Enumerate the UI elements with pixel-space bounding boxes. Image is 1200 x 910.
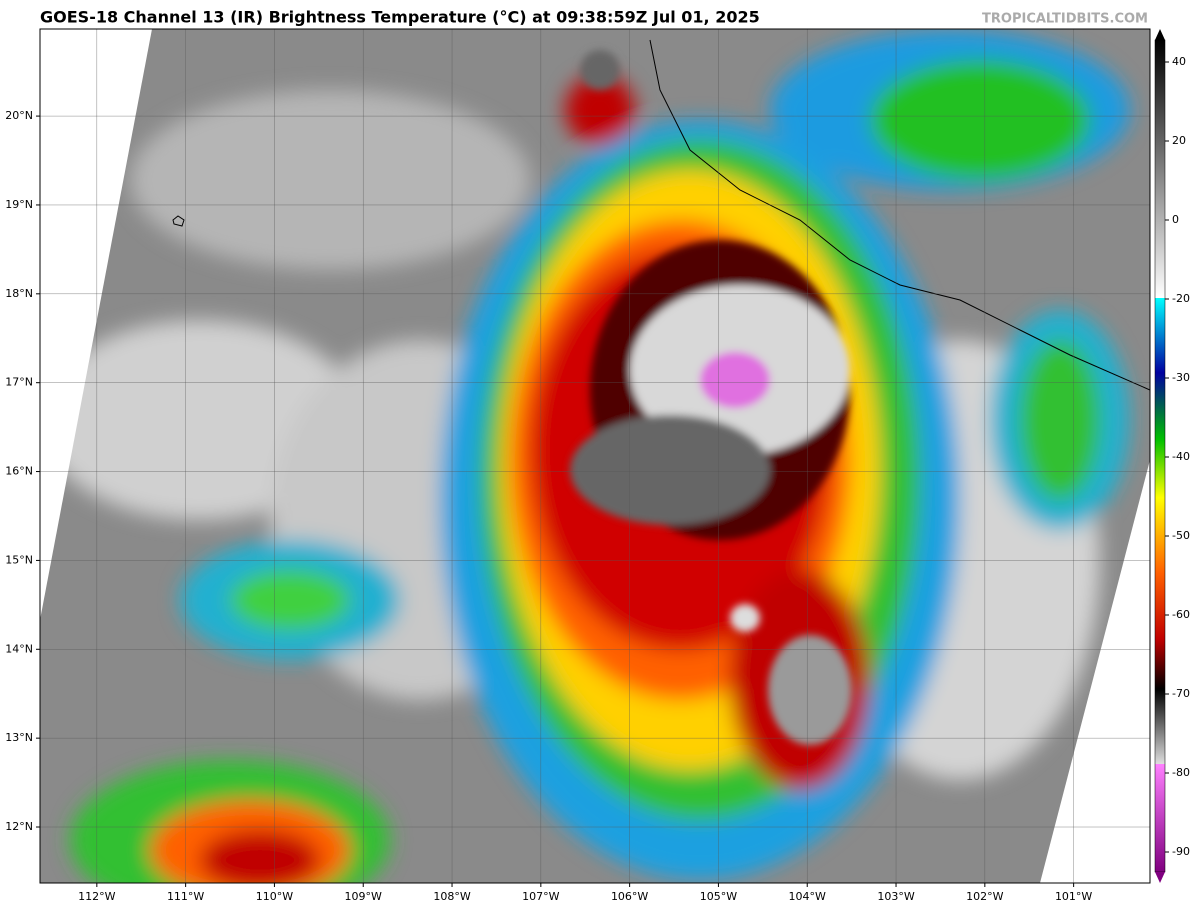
colorbar-tick-label: 0 bbox=[1172, 213, 1179, 226]
x-tick-label: 105°W bbox=[700, 890, 737, 903]
x-tick-label: 108°W bbox=[433, 890, 470, 903]
colorbar-tick-label: 40 bbox=[1172, 55, 1186, 68]
watermark: TROPICALTIDBITS.COM bbox=[982, 12, 1148, 27]
x-tick-label: 112°W bbox=[78, 890, 115, 903]
y-tick-label: 15°N bbox=[5, 553, 33, 566]
x-tick-label: 101°W bbox=[1055, 890, 1092, 903]
colorbar-tick-label: -50 bbox=[1172, 529, 1190, 542]
colorbar-extend bbox=[1155, 29, 1165, 40]
x-tick-label: 103°W bbox=[877, 890, 914, 903]
colorbar-tick-label: -80 bbox=[1172, 766, 1190, 779]
colorbar-tick-label: -30 bbox=[1172, 371, 1190, 384]
y-tick-label: 12°N bbox=[5, 820, 33, 833]
x-tick-label: 109°W bbox=[345, 890, 382, 903]
colorbar-tick-label: -40 bbox=[1172, 450, 1190, 463]
colorbar bbox=[1154, 39, 1166, 873]
y-tick-label: 19°N bbox=[5, 198, 33, 211]
x-tick-label: 111°W bbox=[167, 890, 204, 903]
colorbar-extend bbox=[1155, 872, 1165, 883]
y-tick-label: 20°N bbox=[5, 109, 33, 122]
map-title: GOES-18 Channel 13 (IR) Brightness Tempe… bbox=[40, 8, 760, 27]
y-tick-label: 14°N bbox=[5, 642, 33, 655]
y-tick-label: 17°N bbox=[5, 376, 33, 389]
colorbar-tick-label: -20 bbox=[1172, 292, 1190, 305]
x-tick-label: 104°W bbox=[789, 890, 826, 903]
graticule bbox=[40, 29, 1150, 883]
satellite-image bbox=[40, 29, 1150, 883]
y-tick-label: 13°N bbox=[5, 731, 33, 744]
colorbar-tick-label: 20 bbox=[1172, 134, 1186, 147]
colorbar-tick-label: -70 bbox=[1172, 687, 1190, 700]
x-tick-label: 106°W bbox=[611, 890, 648, 903]
y-tick-label: 18°N bbox=[5, 287, 33, 300]
y-tick-label: 16°N bbox=[5, 465, 33, 478]
x-tick-label: 102°W bbox=[966, 890, 1003, 903]
x-tick-label: 110°W bbox=[256, 890, 293, 903]
colorbar-tick-label: -60 bbox=[1172, 608, 1190, 621]
colorbar-tick-label: -90 bbox=[1172, 845, 1190, 858]
x-tick-label: 107°W bbox=[522, 890, 559, 903]
map-frame bbox=[39, 28, 1151, 884]
